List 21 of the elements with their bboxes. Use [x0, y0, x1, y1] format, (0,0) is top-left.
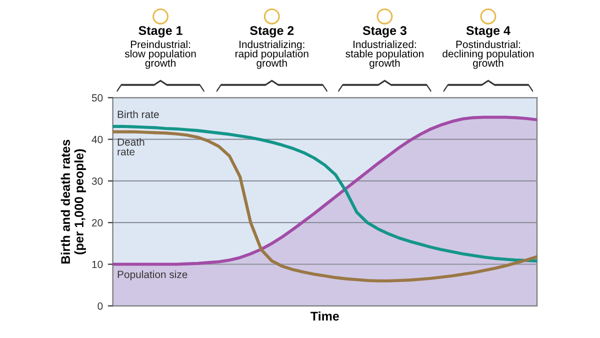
text: Stage 4	[466, 26, 510, 38]
series-label: Death rate	[118, 138, 144, 156]
series-label: Birth rate	[118, 110, 159, 118]
text: Stage 3	[362, 26, 406, 38]
y-tick-label: 30	[92, 177, 103, 185]
y-tick-label: 40	[92, 136, 103, 144]
y-tick-label: 20	[92, 219, 103, 226]
x-axis-title: Time	[310, 311, 339, 321]
text: Industrializing: rapid population growth	[236, 40, 308, 69]
y-tick-label: 0	[98, 302, 103, 310]
y-axis-title: Birth and death rates (per 1,000 people)	[60, 140, 86, 264]
text: Preindustrial: slow population growth	[124, 40, 196, 69]
text: Stage 1	[138, 26, 182, 38]
text: Postindustrial: declining population growth	[442, 40, 534, 69]
line-series	[112, 130, 537, 282]
text: Industrialized: stable population growth	[346, 40, 424, 69]
line-series	[112, 124, 537, 262]
y-tick-label: 50	[92, 94, 103, 102]
y-tick-label: 10	[92, 260, 103, 268]
series-label: Population size	[118, 270, 188, 280]
text: Stage 2	[250, 26, 294, 38]
